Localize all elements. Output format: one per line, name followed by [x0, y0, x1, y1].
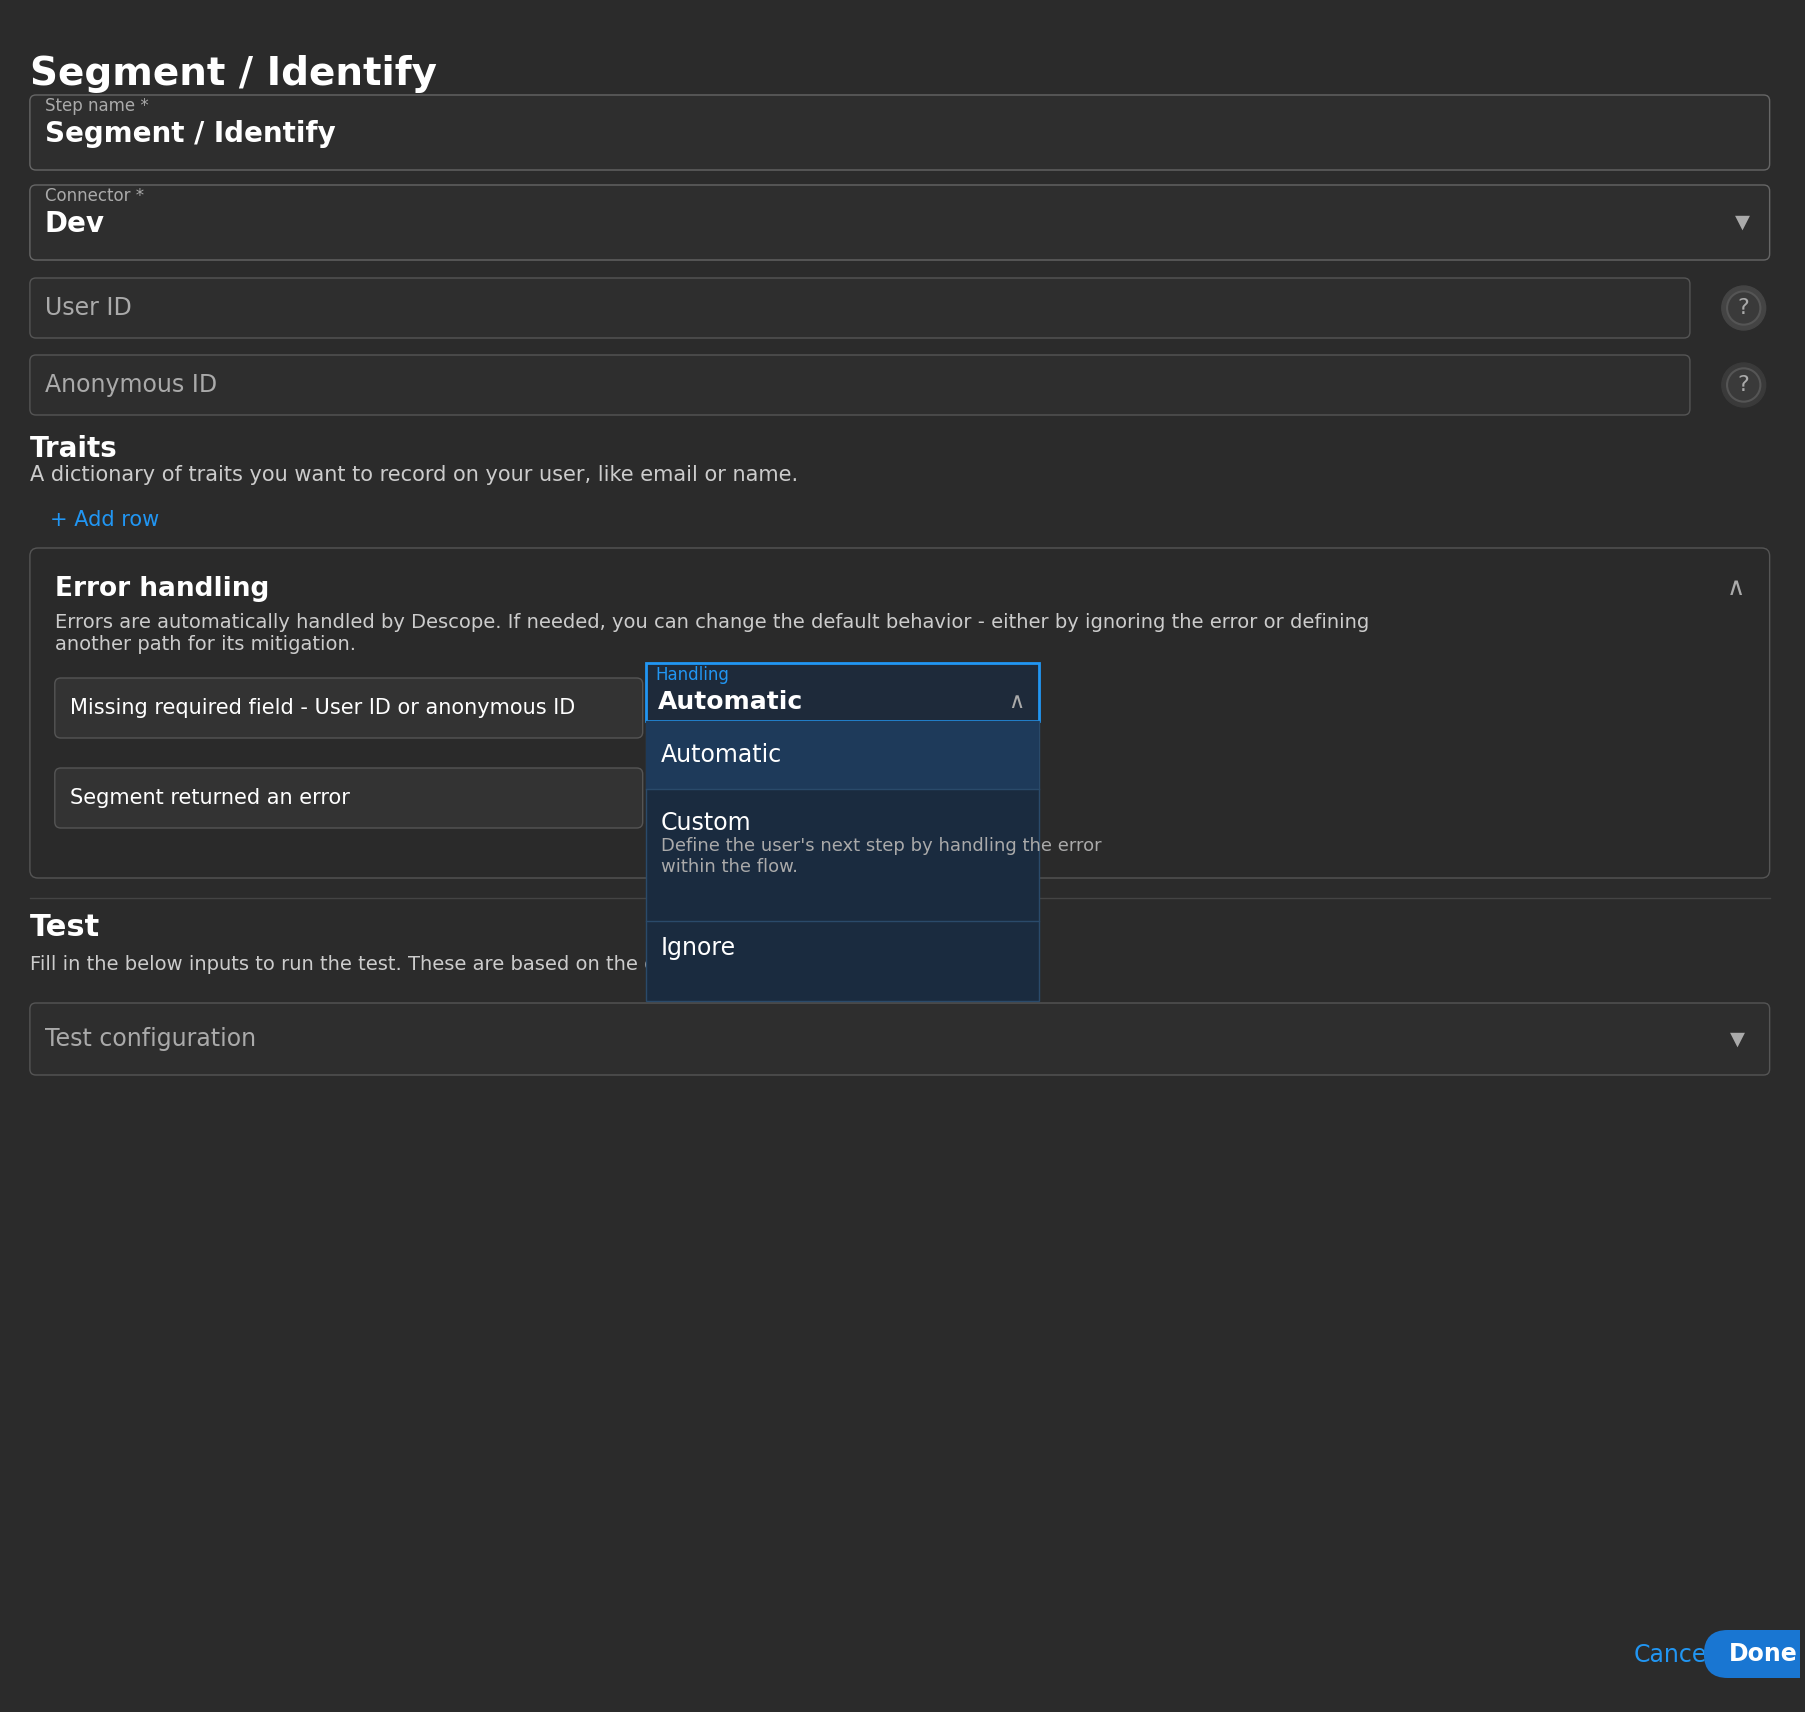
Bar	[646, 663, 1038, 721]
Circle shape	[1720, 286, 1765, 330]
Text: Error handling: Error handling	[54, 575, 269, 603]
Text: User ID: User ID	[45, 296, 132, 320]
Text: Segment / Identify: Segment / Identify	[45, 120, 336, 147]
FancyBboxPatch shape	[31, 354, 1689, 414]
Text: ?: ?	[1736, 375, 1749, 395]
Text: Dev: Dev	[45, 211, 105, 238]
FancyBboxPatch shape	[54, 769, 643, 829]
Text: Segment returned an error: Segment returned an error	[70, 788, 350, 808]
Text: Connector *: Connector *	[45, 187, 144, 205]
FancyBboxPatch shape	[31, 277, 1689, 337]
Bar	[646, 721, 1038, 789]
Text: Missing required field - User ID or anonymous ID: Missing required field - User ID or anon…	[70, 698, 574, 717]
Text: Define the user's next step by handling the error
within the flow.: Define the user's next step by handling …	[661, 837, 1101, 877]
Text: Test: Test	[31, 912, 99, 942]
FancyBboxPatch shape	[1702, 1630, 1805, 1678]
Text: ▼: ▼	[1729, 1029, 1744, 1048]
FancyBboxPatch shape	[54, 678, 643, 738]
Text: ?: ?	[1736, 298, 1749, 318]
Text: Anonymous ID: Anonymous ID	[45, 373, 217, 397]
Text: Ignore: Ignore	[661, 936, 735, 960]
Text: Test configuration: Test configuration	[45, 1027, 256, 1051]
Text: Custom: Custom	[661, 811, 751, 835]
Text: ∧: ∧	[1726, 575, 1744, 599]
Text: Done: Done	[1729, 1642, 1798, 1666]
Text: Cancel: Cancel	[1634, 1644, 1713, 1667]
Circle shape	[1720, 363, 1765, 407]
Text: Traits: Traits	[31, 435, 117, 462]
FancyBboxPatch shape	[31, 94, 1769, 169]
Text: Automatic: Automatic	[661, 743, 782, 767]
Text: Handling: Handling	[655, 666, 729, 685]
Bar	[646, 721, 1038, 1002]
FancyBboxPatch shape	[31, 1003, 1769, 1075]
Text: ▼: ▼	[1735, 212, 1749, 231]
Text: ∧: ∧	[1007, 692, 1023, 712]
Text: A dictionary of traits you want to record on your user, like email or name.: A dictionary of traits you want to recor…	[31, 466, 798, 484]
Text: Segment / Identify: Segment / Identify	[31, 55, 437, 92]
Text: Errors are automatically handled by Descope. If needed, you can change the defau: Errors are automatically handled by Desc…	[54, 613, 1368, 654]
Text: + Add row: + Add row	[51, 510, 159, 531]
Text: Step name *: Step name *	[45, 98, 148, 115]
FancyBboxPatch shape	[31, 185, 1769, 260]
Text: Automatic: Automatic	[657, 690, 803, 714]
Text: Fill in the below inputs to run the test. These are based on the dynamic values : Fill in the below inputs to run the test…	[31, 955, 845, 974]
FancyBboxPatch shape	[31, 548, 1769, 878]
